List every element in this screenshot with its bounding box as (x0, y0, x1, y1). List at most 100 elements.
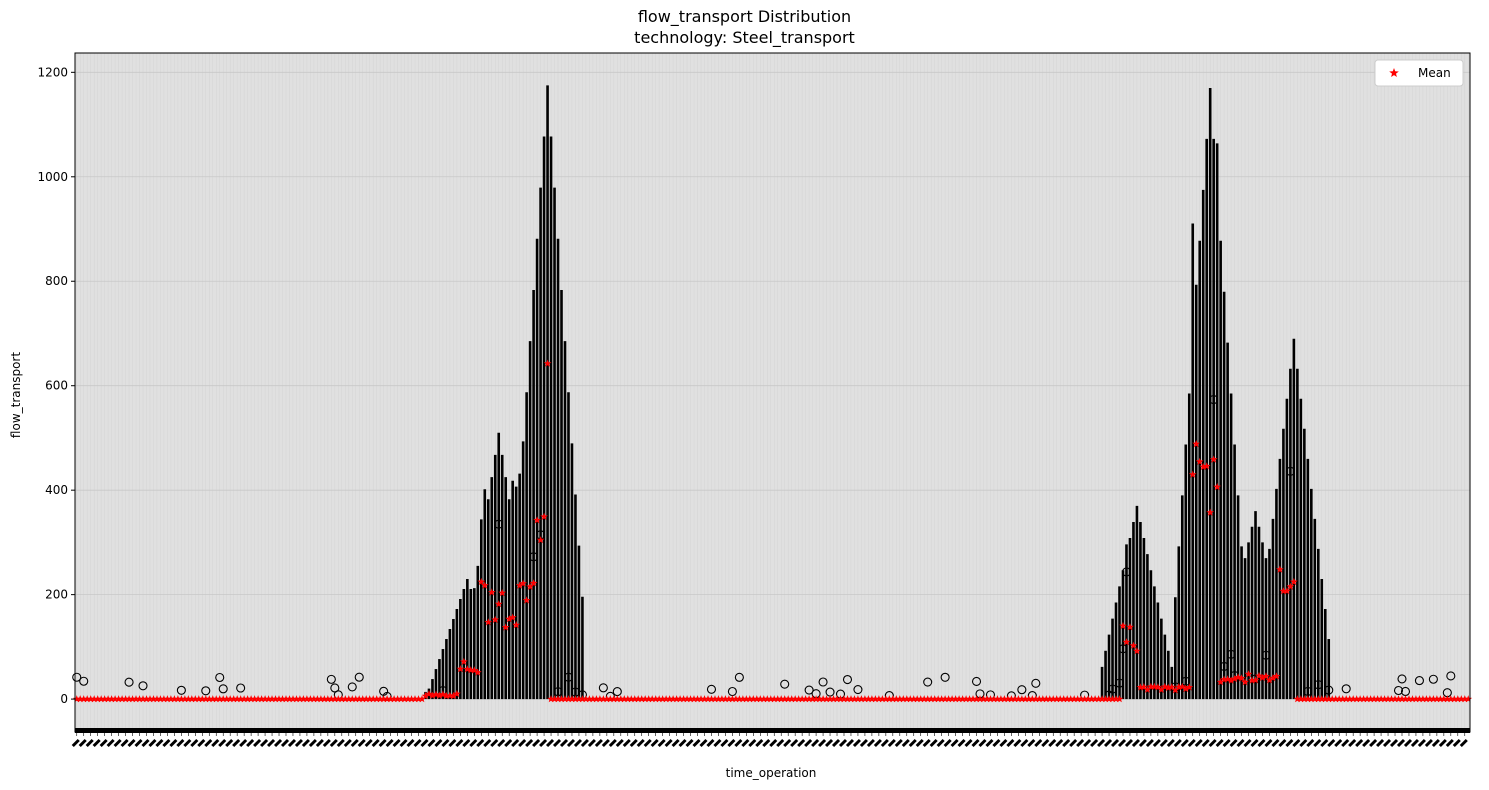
mean-marker (1290, 577, 1298, 586)
mean-marker (955, 695, 963, 703)
outlier-point (598, 683, 608, 693)
mean-marker (135, 695, 144, 703)
x-tick-label-glyph (622, 738, 631, 748)
mean-marker (1464, 695, 1473, 703)
mean-marker (282, 695, 290, 703)
x-tick-label-glyph (399, 738, 408, 748)
x-tick-label-glyph (950, 738, 959, 748)
x-tick-label-glyph (1389, 738, 1399, 748)
x-tick-label-glyph (343, 738, 352, 748)
mean-marker (1272, 672, 1281, 680)
mean-marker (470, 666, 479, 674)
y-tick-label: 600 (45, 379, 68, 393)
mean-marker (1052, 695, 1061, 703)
mean-marker (979, 695, 988, 703)
mean-marker (1115, 695, 1124, 703)
mean-marker (1450, 695, 1459, 703)
mean-marker (756, 695, 765, 703)
y-tick-label: 800 (45, 274, 68, 288)
x-tick-label-glyph (601, 738, 610, 748)
x-tick-label-glyph (838, 738, 848, 748)
mean-marker (655, 695, 663, 703)
mean-marker (826, 695, 834, 703)
outlier-point (215, 672, 225, 683)
mean-marker (446, 691, 454, 699)
mean-marker (139, 695, 147, 703)
x-tick-label-glyph (141, 738, 150, 748)
mean-marker (1171, 686, 1180, 694)
mean-marker (1269, 674, 1277, 682)
mean-marker (920, 695, 928, 703)
mean-marker (460, 657, 468, 665)
x-axis-ticks (71, 732, 1468, 748)
legend-star-icon (1389, 68, 1399, 77)
outlier-point (79, 676, 89, 686)
mean-marker (1412, 695, 1420, 703)
mean-marker (1321, 695, 1330, 703)
mean-marker (435, 691, 444, 699)
mean-marker (1244, 670, 1253, 678)
x-tick-label-glyph (636, 738, 645, 748)
mean-marker (941, 695, 949, 703)
mean-marker (1133, 647, 1141, 655)
mean-marker (418, 695, 426, 703)
x-tick-label-glyph (1187, 738, 1196, 748)
x-tick-label-glyph (880, 738, 889, 748)
x-tick-label-glyph (239, 738, 248, 748)
x-tick-label-glyph (1173, 738, 1182, 748)
x-tick-label-glyph (1222, 738, 1231, 748)
mean-marker (1122, 638, 1131, 646)
x-tick-label-glyph (1152, 738, 1161, 748)
mean-marker (442, 691, 451, 700)
mean-marker (1046, 695, 1054, 703)
mean-marker (1028, 695, 1037, 703)
mean-marker (149, 695, 158, 703)
mean-marker (986, 695, 995, 703)
mean-marker (247, 695, 255, 703)
x-tick-label-glyph (790, 738, 799, 748)
mean-marker (850, 695, 859, 703)
mean-marker (229, 695, 238, 703)
mean-marker (833, 695, 841, 703)
x-tick-label-glyph (727, 738, 736, 748)
mean-marker (1366, 695, 1375, 703)
mean-marker (261, 695, 269, 703)
mean-marker (379, 695, 388, 703)
x-tick-label-glyph (1320, 738, 1329, 748)
mean-marker (1223, 675, 1232, 683)
mean-marker (1331, 695, 1340, 703)
x-tick-label-glyph (901, 738, 910, 748)
mean-marker (620, 695, 629, 703)
x-tick-label-glyph (532, 738, 541, 748)
xtick-band (75, 728, 1470, 733)
mean-marker (564, 695, 573, 703)
x-tick-label-glyph (190, 738, 199, 748)
x-tick-label-glyph (615, 738, 624, 748)
mean-marker (425, 690, 433, 698)
mean-marker (1094, 695, 1103, 703)
mean-marker (610, 695, 618, 703)
x-tick-label-glyph (887, 738, 896, 748)
mean-marker (351, 695, 360, 703)
x-tick-label-glyph (1362, 738, 1371, 748)
x-tick-label-glyph (1410, 738, 1420, 748)
x-tick-label-glyph (127, 738, 136, 748)
mean-marker (236, 695, 245, 703)
mean-marker (1108, 695, 1117, 703)
x-tick-label-glyph (539, 738, 548, 748)
mean-marker (358, 695, 367, 703)
legend: Mean (1374, 59, 1464, 87)
mean-marker (222, 695, 231, 703)
mean-marker (107, 695, 116, 703)
x-tick-label-glyph (831, 738, 841, 748)
x-tick-label-glyph (1292, 738, 1301, 748)
mean-marker (250, 695, 259, 703)
mean-marker (923, 695, 932, 703)
mean-marker (449, 691, 458, 700)
mean-marker (508, 613, 517, 621)
outlier-point (780, 679, 790, 689)
mean-marker (195, 695, 203, 703)
outlier-point (354, 672, 364, 682)
x-tick-label-glyph (1236, 738, 1245, 748)
x-tick-label-glyph (197, 738, 206, 748)
